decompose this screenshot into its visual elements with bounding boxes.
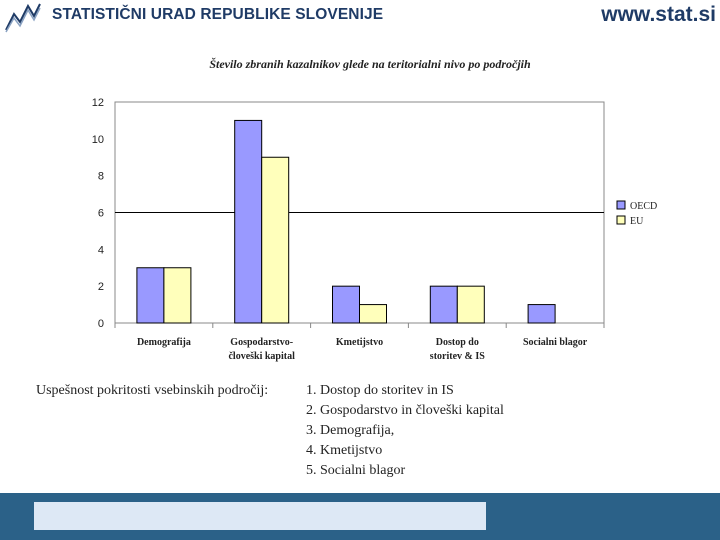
x-tick-label: storitev & IS: [430, 351, 485, 362]
bar-eu: [261, 156, 290, 324]
y-tick-label: 4: [98, 244, 104, 256]
y-tick-label: 10: [92, 134, 104, 146]
bar-chart: 0 2 4 6 8 10 12 Demografija Gospodarstvo-človešk…: [92, 97, 669, 362]
summary-item: 5. Socialni blagor: [306, 463, 406, 478]
y-tick-label: 2: [98, 281, 104, 293]
bar-oecd: [332, 285, 360, 324]
bar-eu: [163, 267, 192, 324]
footer-bar: [0, 493, 720, 540]
logo-icon: [5, 3, 41, 33]
bar-oecd: [136, 267, 165, 324]
summary-item: 3. Demografija,: [306, 423, 395, 438]
bar-oecd: [234, 119, 263, 324]
x-tick-label: človeški kapital: [228, 351, 295, 362]
bar-eu: [359, 304, 387, 324]
bar-oecd: [429, 285, 458, 324]
header: STATISTIČNI URAD REPUBLIKE SLOVENIJE www…: [0, 0, 720, 34]
bar-oecd: [527, 304, 556, 324]
legend-label: OECD: [630, 201, 657, 212]
footer-box: [34, 502, 486, 530]
y-tick-label: 6: [98, 208, 104, 220]
summary-item: 1. Dostop do storitev in IS: [306, 383, 454, 398]
summary-item: 4. Kmetijstvo: [306, 443, 383, 458]
y-tick-label: 8: [98, 171, 104, 183]
summary-list: 1. Dostop do storitev in IS 2. Gospodars…: [306, 381, 504, 481]
legend-swatch: [616, 200, 626, 210]
legend-swatch: [616, 215, 626, 225]
x-tick-label: Kmetijstvo: [336, 337, 383, 348]
summary-item: 2. Gospodarstvo in človeški kapital: [306, 403, 504, 418]
y-tick-label: 12: [92, 97, 104, 109]
x-tick-label: Dostop do: [436, 337, 479, 348]
x-tick-label: Demografija: [137, 337, 191, 348]
site-url-link[interactable]: www.stat.si: [601, 3, 716, 26]
x-tick-label: Socialni blagor: [523, 337, 588, 348]
bar-eu: [456, 285, 485, 324]
summary-label: Uspešnost pokritosti vsebinskih področij…: [36, 383, 269, 398]
y-tick-label: 0: [98, 318, 104, 330]
chart-title: Število zbranih kazalnikov glede na teri…: [209, 57, 531, 71]
legend-label: EU: [630, 216, 644, 227]
x-tick-label: Gospodarstvo-: [230, 337, 293, 348]
org-name: STATISTIČNI URAD REPUBLIKE SLOVENIJE: [52, 6, 384, 23]
